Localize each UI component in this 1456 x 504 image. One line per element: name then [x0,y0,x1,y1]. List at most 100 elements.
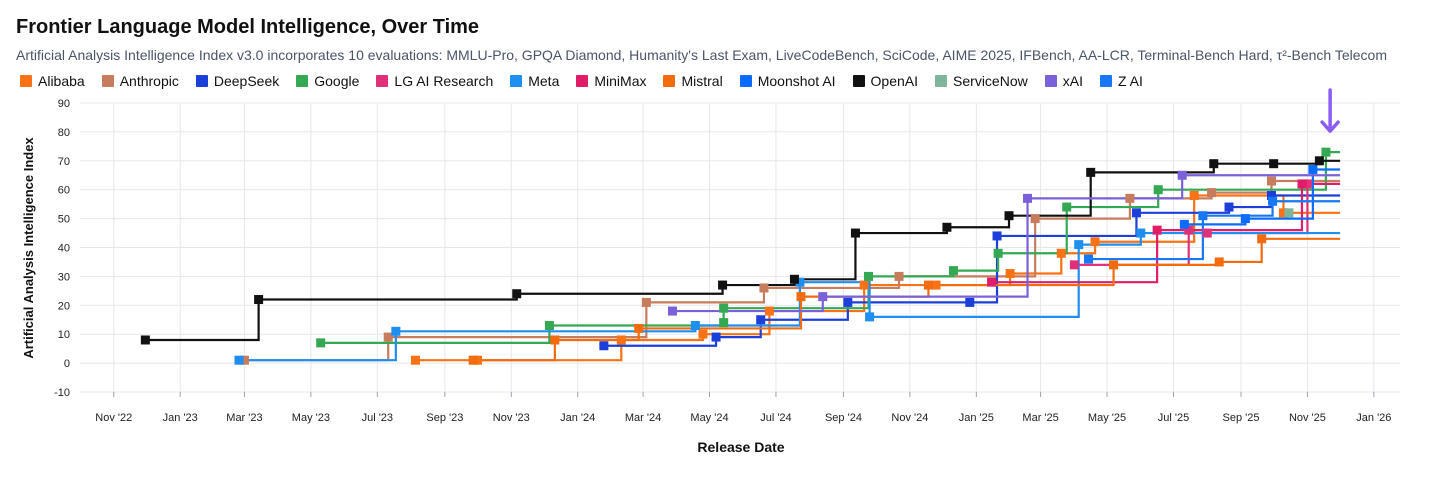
data-point[interactable] [1184,225,1194,235]
data-point[interactable] [1269,159,1279,169]
data-point[interactable] [641,297,651,307]
data-point[interactable] [759,283,769,293]
data-point[interactable] [410,355,420,365]
data-point[interactable] [992,231,1002,241]
legend-item[interactable]: MiniMax [576,73,646,89]
data-point[interactable] [1308,164,1318,174]
data-point[interactable] [1109,260,1119,270]
data-point[interactable] [1278,208,1288,218]
data-point[interactable] [1023,193,1033,203]
series-line [473,237,1341,362]
legend-item[interactable]: Alibaba [20,73,85,89]
data-point[interactable] [1202,228,1212,238]
y-tick-label: 20 [58,300,70,312]
data-point[interactable] [1321,147,1331,157]
data-point[interactable] [843,297,853,307]
data-point[interactable] [1069,260,1079,270]
data-point[interactable] [931,280,941,290]
data-point[interactable] [1198,211,1208,221]
data-point[interactable] [550,335,560,345]
legend-item[interactable]: LG AI Research [376,73,493,89]
data-point[interactable] [1240,214,1250,224]
data-point[interactable] [1004,211,1014,221]
data-point[interactable] [942,222,952,232]
data-point[interactable] [1214,257,1224,267]
data-point[interactable] [140,335,150,345]
data-point[interactable] [987,277,997,287]
data-point[interactable] [1266,190,1276,200]
data-point[interactable] [383,332,393,342]
data-point[interactable] [756,315,766,325]
legend-item[interactable]: Meta [510,73,559,89]
data-point[interactable] [711,332,721,342]
legend-label: Alibaba [38,73,85,89]
legend-item[interactable]: Anthropic [101,73,179,89]
data-point[interactable] [1268,196,1278,206]
data-point[interactable] [850,228,860,238]
legend-item[interactable]: ServiceNow [935,73,1028,89]
data-point[interactable] [1209,159,1219,169]
data-point[interactable] [512,289,522,299]
data-point[interactable] [1266,176,1276,186]
data-point[interactable] [1314,156,1324,166]
data-point[interactable] [764,306,774,316]
data-point[interactable] [1257,234,1267,244]
data-point[interactable] [690,321,700,331]
data-point[interactable] [719,318,729,328]
data-point[interactable] [1207,188,1217,198]
legend-item[interactable]: DeepSeek [195,73,279,89]
data-point[interactable] [634,323,644,333]
data-point[interactable] [1136,228,1146,238]
data-point[interactable] [1189,190,1199,200]
data-point[interactable] [865,312,875,322]
data-point[interactable] [1090,237,1100,247]
data-point[interactable] [316,338,326,348]
data-point[interactable] [965,297,975,307]
data-point[interactable] [1084,254,1094,264]
data-point[interactable] [1005,269,1015,279]
data-point[interactable] [698,329,708,339]
data-point[interactable] [718,280,728,290]
legend-item[interactable]: Moonshot AI [739,73,836,89]
data-point[interactable] [1179,219,1189,229]
data-point[interactable] [599,341,609,351]
legend-item[interactable]: Google [296,73,359,89]
data-point[interactable] [864,271,874,281]
data-point[interactable] [993,248,1003,258]
data-point[interactable] [789,274,799,284]
data-point[interactable] [894,271,904,281]
data-point[interactable] [234,355,244,365]
legend-item[interactable]: Mistral [663,73,723,89]
data-point[interactable] [1086,167,1096,177]
data-point[interactable] [859,280,869,290]
data-point[interactable] [667,306,677,316]
data-point[interactable] [391,326,401,336]
data-point[interactable] [818,292,828,302]
legend-item[interactable]: Z AI [1099,73,1143,89]
data-point[interactable] [1125,193,1135,203]
data-point[interactable] [616,335,626,345]
data-point[interactable] [1224,202,1234,212]
data-point[interactable] [1062,202,1072,212]
data-point[interactable] [544,321,554,331]
data-point[interactable] [948,266,958,276]
legend-item[interactable]: xAI [1044,73,1083,89]
legend-item[interactable]: OpenAI [852,73,918,89]
data-point[interactable] [719,303,729,313]
data-point[interactable] [1152,225,1162,235]
data-point[interactable] [1297,179,1307,189]
data-point[interactable] [1177,170,1187,180]
data-point[interactable] [1056,248,1066,258]
data-point[interactable] [254,295,264,305]
data-point[interactable] [1302,179,1312,189]
data-point[interactable] [1030,214,1040,224]
data-point[interactable] [795,277,805,287]
data-point[interactable] [923,280,933,290]
data-point[interactable] [239,355,249,365]
data-point[interactable] [796,292,806,302]
data-point[interactable] [1153,185,1163,195]
data-point[interactable] [1284,208,1294,218]
data-point[interactable] [1074,240,1084,250]
data-point[interactable] [1131,208,1141,218]
data-point[interactable] [468,355,478,365]
